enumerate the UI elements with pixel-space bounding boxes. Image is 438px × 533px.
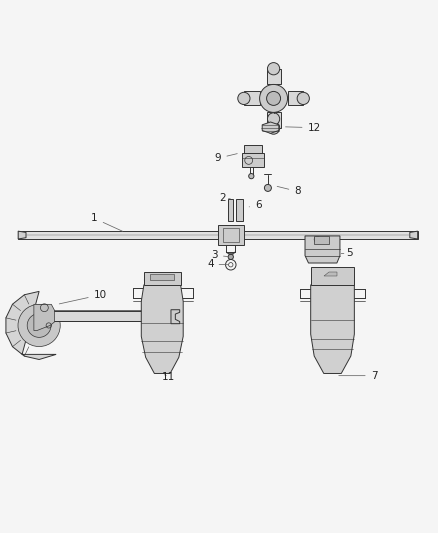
Text: 3: 3: [211, 250, 228, 260]
Bar: [144, 272, 180, 285]
Circle shape: [265, 184, 272, 191]
Circle shape: [260, 84, 288, 112]
Polygon shape: [305, 236, 340, 263]
Circle shape: [297, 92, 309, 104]
Polygon shape: [34, 304, 54, 330]
Text: 10: 10: [59, 290, 107, 304]
Bar: [150, 274, 174, 280]
Text: 11: 11: [162, 372, 175, 382]
Text: 5: 5: [341, 248, 353, 259]
Text: 6: 6: [249, 199, 261, 209]
Circle shape: [27, 313, 51, 337]
Text: 9: 9: [215, 153, 237, 163]
Polygon shape: [6, 292, 56, 359]
Circle shape: [267, 92, 281, 106]
Bar: [218, 225, 244, 245]
Polygon shape: [288, 92, 303, 106]
Polygon shape: [262, 122, 279, 133]
Circle shape: [268, 62, 280, 75]
Text: 8: 8: [277, 187, 301, 196]
Text: 2: 2: [219, 193, 230, 203]
Circle shape: [268, 113, 280, 125]
Bar: [242, 153, 265, 167]
Polygon shape: [267, 69, 281, 84]
Bar: [223, 228, 239, 242]
Polygon shape: [267, 112, 281, 128]
Bar: [237, 199, 244, 221]
Text: 1: 1: [91, 214, 123, 231]
Polygon shape: [244, 92, 260, 106]
Bar: [18, 231, 418, 239]
Bar: [49, 311, 171, 321]
Circle shape: [18, 304, 60, 346]
Polygon shape: [171, 310, 180, 324]
Text: 7: 7: [339, 370, 377, 381]
Circle shape: [228, 254, 233, 260]
Polygon shape: [324, 272, 337, 276]
Bar: [314, 236, 329, 244]
Polygon shape: [141, 285, 183, 374]
Circle shape: [268, 122, 280, 134]
Text: 4: 4: [207, 260, 228, 269]
Polygon shape: [410, 231, 418, 239]
Text: 12: 12: [286, 123, 321, 133]
Bar: [244, 145, 262, 153]
Bar: [228, 199, 233, 221]
Circle shape: [249, 174, 254, 179]
Polygon shape: [18, 231, 26, 239]
Bar: [311, 268, 354, 285]
Polygon shape: [311, 285, 354, 374]
Circle shape: [238, 92, 250, 104]
